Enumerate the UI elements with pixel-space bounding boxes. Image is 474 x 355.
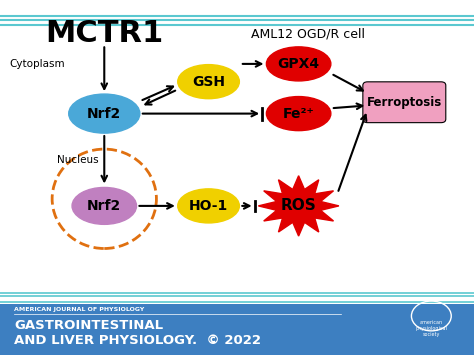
Text: MCTR1: MCTR1 xyxy=(45,19,164,48)
Text: american
physiological
society: american physiological society xyxy=(415,320,447,337)
Text: HO-1: HO-1 xyxy=(189,199,228,213)
Ellipse shape xyxy=(72,187,137,224)
Ellipse shape xyxy=(69,94,140,133)
Ellipse shape xyxy=(266,97,331,131)
Text: Cytoplasm: Cytoplasm xyxy=(9,59,65,69)
Text: GASTROINTESTINAL: GASTROINTESTINAL xyxy=(14,320,164,332)
Ellipse shape xyxy=(266,47,331,81)
Text: Nrf2: Nrf2 xyxy=(87,106,121,121)
Text: AML12 OGD/R cell: AML12 OGD/R cell xyxy=(251,27,365,40)
Text: ROS: ROS xyxy=(281,198,317,213)
Text: Fe²⁺: Fe²⁺ xyxy=(283,106,314,121)
Polygon shape xyxy=(258,176,339,236)
Text: GSH: GSH xyxy=(192,75,225,89)
Text: AND LIVER PHYSIOLOGY.  © 2022: AND LIVER PHYSIOLOGY. © 2022 xyxy=(14,334,261,346)
Text: AMERICAN JOURNAL OF PHYSIOLOGY: AMERICAN JOURNAL OF PHYSIOLOGY xyxy=(14,307,145,312)
Ellipse shape xyxy=(178,65,239,99)
Text: GPX4: GPX4 xyxy=(278,57,319,71)
FancyBboxPatch shape xyxy=(363,82,446,123)
Text: Ferroptosis: Ferroptosis xyxy=(367,96,442,109)
FancyBboxPatch shape xyxy=(0,304,474,355)
Text: Nucleus: Nucleus xyxy=(57,155,99,165)
Ellipse shape xyxy=(178,189,239,223)
Text: Nrf2: Nrf2 xyxy=(87,199,121,213)
